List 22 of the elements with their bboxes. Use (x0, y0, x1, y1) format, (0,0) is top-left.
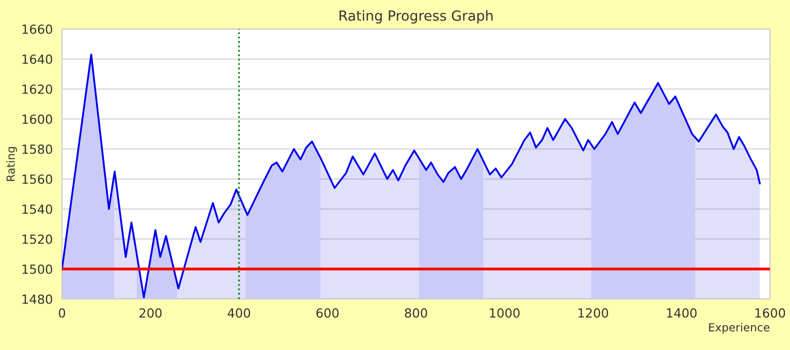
x-tick-label: 200 (139, 308, 162, 318)
y-tick-label: 1600 (22, 114, 52, 124)
y-tick-label: 1560 (22, 174, 52, 184)
x-tick-label: 1000 (490, 308, 520, 318)
y-tick-label: 1480 (22, 294, 52, 304)
y-tick-label: 1660 (22, 24, 52, 34)
x-tick-label: 400 (228, 308, 250, 318)
y-axis-title: Rating (6, 147, 17, 181)
x-tick-label: 1400 (666, 308, 697, 318)
y-tick-label: 1580 (22, 144, 52, 154)
y-tick-label: 1500 (22, 264, 52, 274)
x-tick-label: 800 (404, 308, 428, 318)
x-tick-label: 1600 (755, 308, 786, 318)
x-tick-label: 0 (58, 308, 66, 318)
y-tick-label: 1620 (22, 84, 52, 94)
x-tick-label: 1200 (578, 308, 608, 318)
x-tick-label: 600 (316, 308, 339, 318)
y-tick-label: 1520 (22, 234, 52, 244)
y-tick-label: 1540 (22, 204, 52, 214)
x-axis-title: Experience (709, 322, 770, 334)
y-tick-label: 1640 (22, 54, 52, 64)
chart-title: Rating Progress Graph (340, 10, 493, 24)
